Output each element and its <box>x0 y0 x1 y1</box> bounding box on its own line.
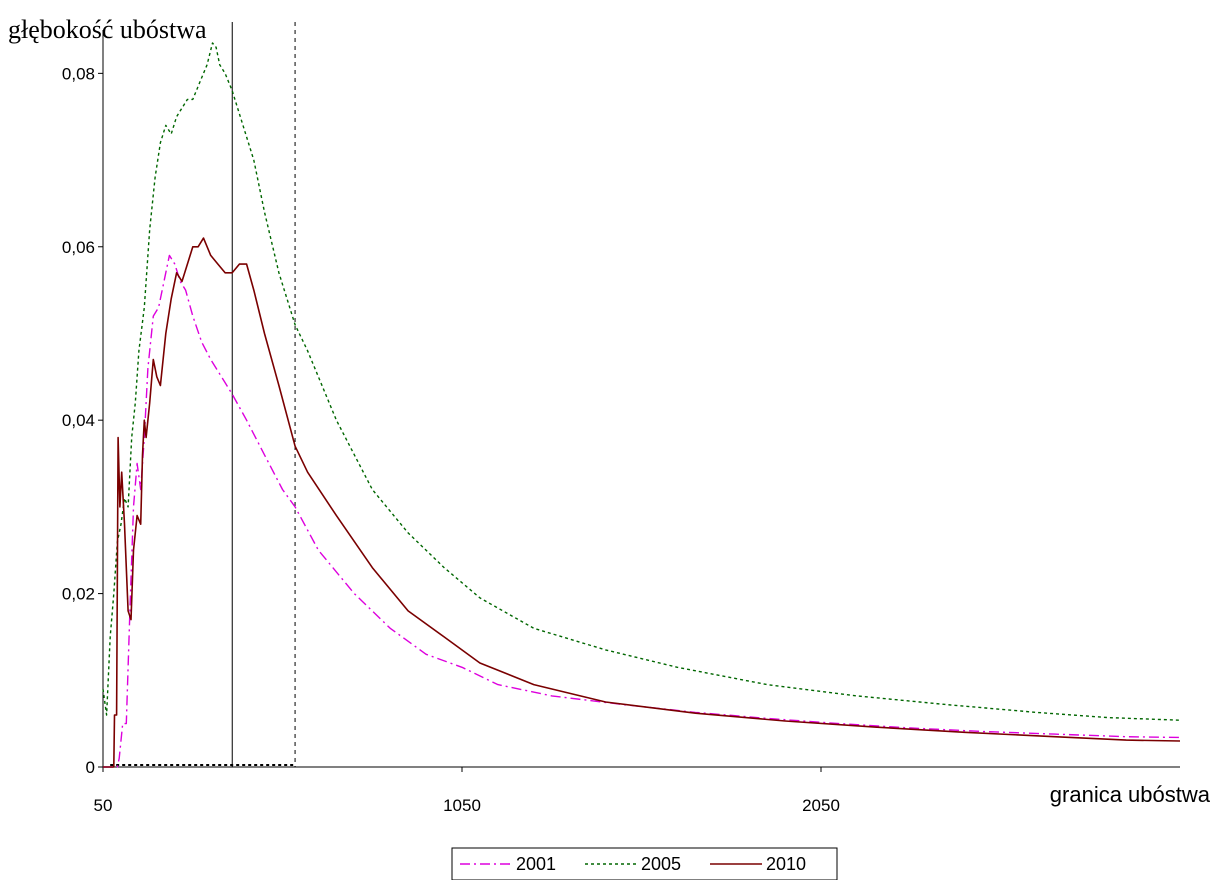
legend: 2001 2005 2010 <box>451 847 838 880</box>
y-tick-label: 0,08 <box>62 64 95 83</box>
y-tick-label: 0,06 <box>62 238 95 257</box>
x-tick-label: 1050 <box>443 796 481 815</box>
y-tick-label: 0,02 <box>62 585 95 604</box>
legend-label-2010: 2010 <box>766 854 806 874</box>
x-tick-label: 2050 <box>802 796 840 815</box>
series-line-2010 <box>103 237 1181 768</box>
y-axis-title: głębokość ubóstwa <box>8 15 207 44</box>
y-tick-label: 0 <box>86 758 95 777</box>
x-axis-title: granica ubóstwa <box>1050 782 1211 807</box>
legend-label-2005: 2005 <box>641 854 681 874</box>
legend-box <box>451 847 838 880</box>
series-line-2005 <box>102 42 1181 721</box>
y-tick-label: 0,04 <box>62 411 95 430</box>
legend-label-2001: 2001 <box>516 854 556 874</box>
x-tick-label: 50 <box>94 796 113 815</box>
series-layer <box>102 42 1181 768</box>
reference-lines <box>110 22 296 767</box>
axes: 0 0,02 0,04 0,06 0,08 50 1050 2050 <box>62 30 1180 815</box>
